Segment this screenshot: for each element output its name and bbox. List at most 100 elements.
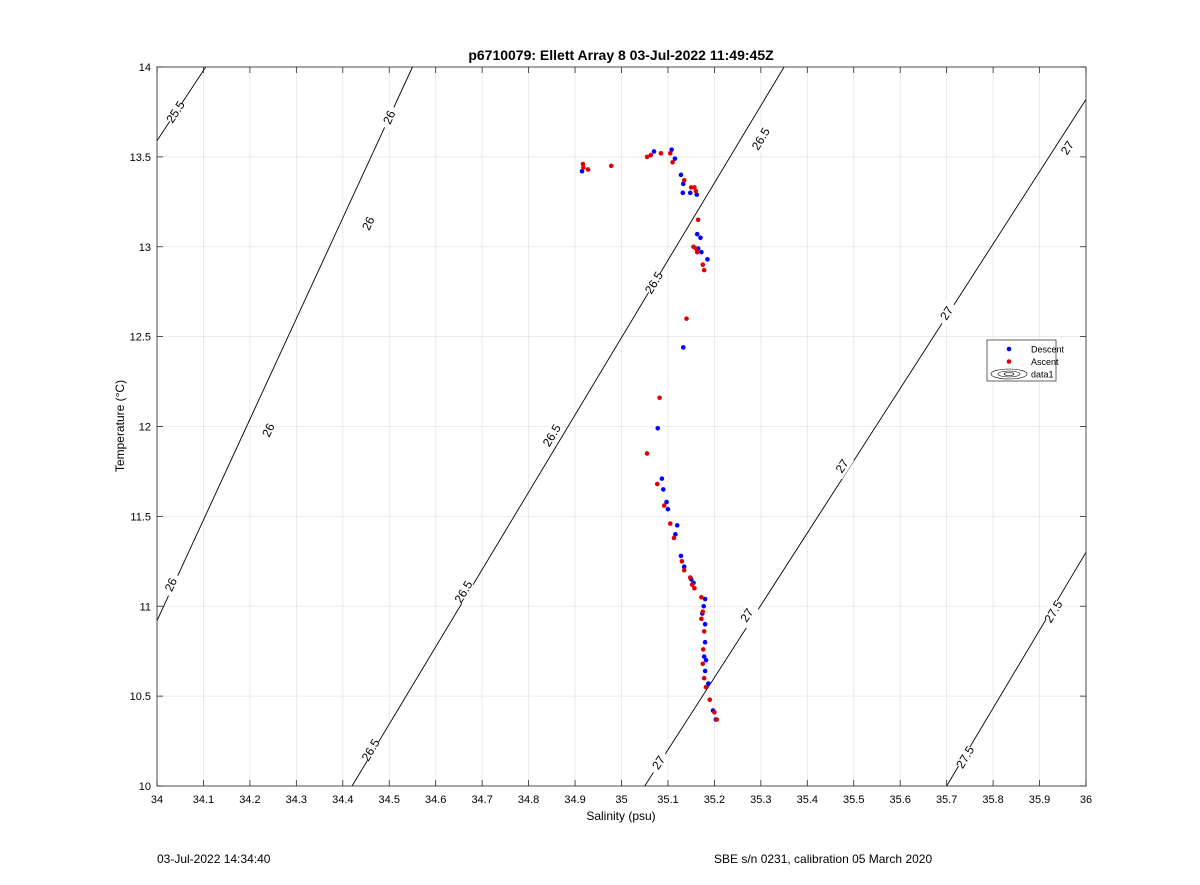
x-tick-label: 34 — [151, 794, 163, 806]
ascent-point — [585, 167, 591, 172]
ascent-point — [699, 594, 704, 600]
ascent-point — [700, 609, 706, 614]
y-tick-label: 11 — [140, 601, 151, 613]
descent-point — [706, 681, 711, 686]
contour-label: 26.5 — [749, 125, 773, 153]
y-tick-label: 13 — [139, 242, 151, 254]
descent-point — [702, 668, 708, 674]
y-tick-label: 10 — [139, 781, 151, 793]
x-tick-label: 35.4 — [797, 794, 818, 806]
ascent-point — [700, 262, 706, 268]
axis-ticks — [156, 66, 1087, 787]
descent-point — [680, 345, 686, 350]
ascent-point — [714, 717, 720, 722]
contour-label-bg — [540, 422, 564, 449]
contour-label-bg — [934, 300, 959, 327]
x-tick-label: 35.7 — [936, 794, 957, 806]
x-tick-label: 34.4 — [332, 794, 353, 806]
x-tick-label: 34.7 — [471, 794, 492, 806]
x-tick-label: 34.9 — [564, 794, 585, 806]
ascent-point — [700, 647, 706, 652]
x-tick-label: 36 — [1080, 794, 1092, 806]
y-tick-label: 10.5 — [130, 691, 151, 703]
y-tick-label: 14 — [139, 62, 151, 74]
descent-point — [678, 553, 684, 559]
ascent-point — [700, 661, 706, 667]
ascent-point — [608, 163, 614, 169]
y-axis-label: Temperature (°C) — [113, 380, 127, 472]
ascent-point — [692, 585, 697, 591]
x-tick-label: 35.3 — [750, 794, 771, 806]
contour-label-bg — [1041, 598, 1066, 625]
legend: Descent Ascent data1 — [986, 339, 1065, 382]
ascent-point — [701, 267, 707, 273]
ascent-point — [644, 154, 650, 160]
descent-point — [672, 156, 678, 161]
descent-point — [664, 499, 669, 505]
contour-label: 26 — [359, 214, 377, 232]
ascent-point — [679, 559, 685, 564]
contour-label-bg — [378, 104, 401, 131]
ascent-point — [644, 451, 650, 456]
contour-label: 26.5 — [540, 422, 564, 450]
ascent-point — [688, 185, 694, 190]
descent-point — [701, 603, 707, 609]
descent-point — [702, 621, 708, 627]
legend-contour-icon — [997, 370, 1021, 378]
ascent-point — [681, 568, 687, 573]
ascent-point — [712, 710, 717, 715]
ascent-point — [703, 684, 709, 690]
contour-label-bg — [163, 98, 188, 125]
descent-point — [661, 487, 666, 492]
descent-point — [655, 425, 661, 431]
x-tick-label: 35.9 — [1029, 794, 1050, 806]
ascent-point — [667, 521, 673, 526]
descent-point — [680, 181, 686, 187]
x-axis-label: Salinity (psu) — [586, 809, 655, 823]
ascent-point — [671, 535, 677, 541]
descent-point — [680, 190, 686, 196]
ascent-point — [693, 188, 699, 194]
contour-label: 26.5 — [452, 578, 476, 606]
x-tick-label: 34.3 — [286, 794, 307, 806]
legend-marker — [1006, 346, 1012, 352]
x-tick-label: 35.1 — [657, 794, 678, 806]
contour-label-bg — [953, 744, 977, 771]
contour-label: 27.5 — [953, 743, 977, 771]
x-tick-label: 35.6 — [889, 794, 910, 806]
ascent-point — [687, 575, 693, 580]
descent-point — [687, 190, 693, 196]
ascent-point — [694, 249, 700, 255]
descent-point — [702, 596, 708, 602]
contour-label: 26.5 — [642, 269, 666, 297]
x-tick-label: 34.2 — [239, 794, 260, 806]
descent-point — [651, 149, 657, 154]
ascent-point — [580, 161, 586, 167]
legend-marker — [1006, 359, 1012, 364]
contour-line — [351, 66, 785, 787]
ascent-point — [693, 246, 699, 251]
ascent-point — [695, 217, 701, 223]
legend-label: Descent — [1031, 345, 1065, 355]
descent-point — [698, 235, 703, 241]
x-tick-labels: 34 34.1 34.2 34.3 34.4 34.5 34.6 34.7 34.8 34.9 35… — [151, 794, 1092, 806]
descent-point — [702, 639, 708, 645]
ascent-point — [654, 481, 660, 487]
descent-point — [673, 532, 678, 537]
descent-point — [669, 147, 674, 152]
x-tick-label: 34.8 — [518, 794, 539, 806]
ascent-point — [670, 159, 675, 165]
chart-title: p6710079: Ellett Array 8 03-Jul-2022 11:… — [468, 47, 774, 63]
x-tick-label: 35.8 — [982, 794, 1003, 806]
contour-label-bg — [646, 749, 671, 776]
contour-label: 26 — [380, 108, 398, 126]
grid-lines — [156, 66, 1087, 787]
data-points — [579, 147, 720, 722]
descent-point — [694, 231, 700, 237]
legend-contour-icon — [1003, 372, 1015, 376]
y-tick-label: 13.5 — [130, 152, 151, 164]
contour-label: 27.5 — [1041, 598, 1065, 626]
contour-label: 25.5 — [163, 98, 188, 125]
ascent-point — [657, 395, 662, 401]
ascent-point — [648, 152, 654, 158]
